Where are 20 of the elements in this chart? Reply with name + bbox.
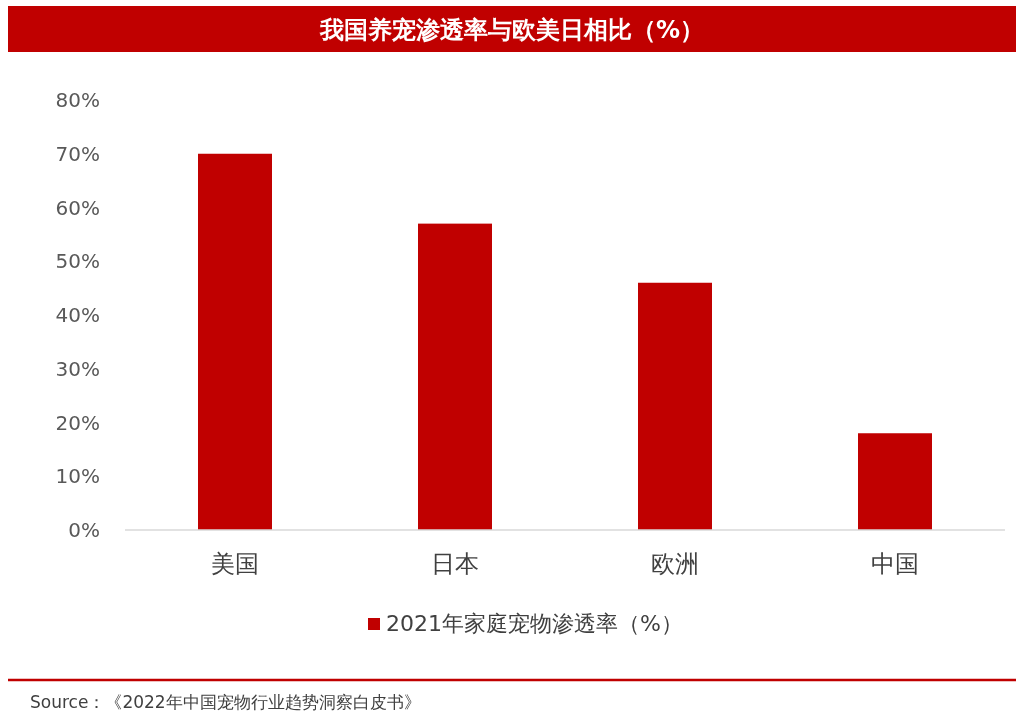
chart-title: 我国养宠渗透率与欧美日相比（%）: [318, 16, 705, 44]
x-tick-label: 美国: [211, 550, 259, 578]
x-tick-label: 日本: [431, 550, 479, 578]
y-tick-label: 60%: [55, 195, 100, 220]
x-tick-label: 中国: [871, 550, 919, 578]
bar: [638, 282, 712, 530]
y-tick-label: 0%: [68, 518, 100, 542]
y-tick-label: 20%: [55, 410, 100, 435]
x-tick-label: 欧洲: [651, 550, 699, 578]
bar: [858, 433, 932, 530]
y-tick-label: 40%: [55, 303, 100, 327]
y-tick-label: 80%: [55, 88, 100, 112]
bar: [198, 153, 272, 530]
bar: [418, 223, 492, 530]
source-note: Source：《2022年中国宠物行业趋势洞察白皮书》: [30, 692, 421, 712]
y-tick-label: 30%: [55, 356, 100, 381]
y-tick-label: 10%: [55, 464, 100, 489]
legend-label: 2021年家庭宠物渗透率（%）: [386, 611, 683, 636]
y-tick-label: 50%: [55, 249, 100, 274]
y-tick-label: 70%: [55, 141, 100, 166]
